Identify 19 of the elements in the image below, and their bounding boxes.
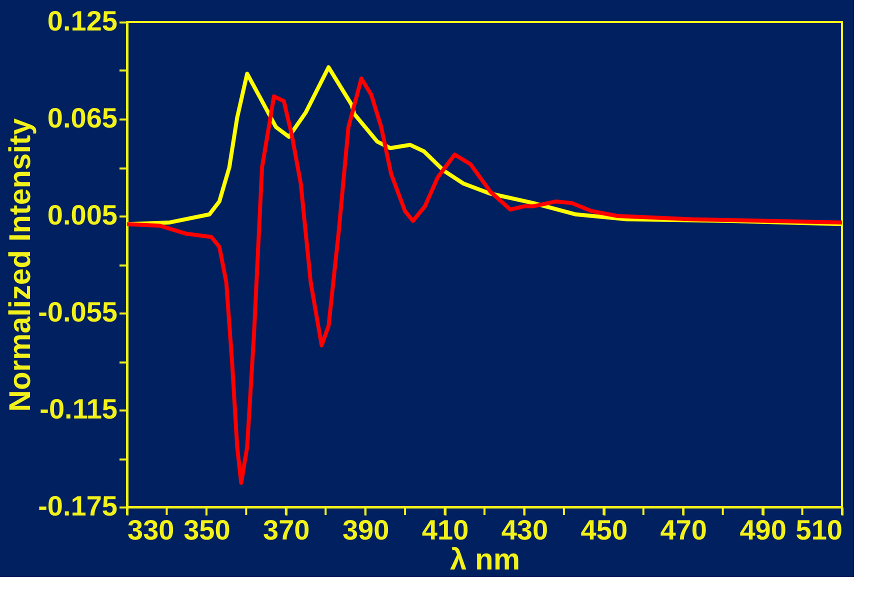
x-tick-label: 510 [796,514,842,546]
y-tick-label: 0.125 [47,6,118,36]
x-tick-label: 450 [580,514,628,546]
y-axis-title: Normalized Intensity [4,118,38,412]
x-tick-label: 330 [128,514,174,546]
line-series [125,76,844,485]
x-tick-label: 430 [501,514,548,546]
y-tick-label: 0.005 [47,200,118,230]
x-tick-label: 390 [342,514,390,546]
x-tick-label: 410 [422,514,469,546]
y-tick-label: -0.115 [40,394,118,424]
x-tick-label: 350 [184,514,230,546]
x-tick-label: 470 [660,514,707,546]
y-tick-label: -0.055 [38,296,118,328]
x-axis-title: λ nm [450,544,520,576]
y-tick-label: -0.175 [38,490,118,522]
x-tick-label: 490 [740,514,786,546]
y-tick-label: 0.065 [47,102,118,134]
x-tick-label: 370 [263,514,310,546]
